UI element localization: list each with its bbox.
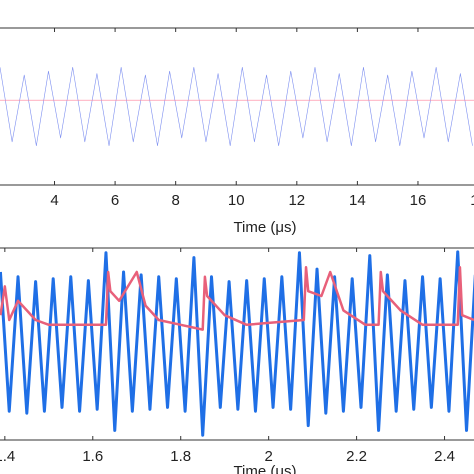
x-tick-label: 10	[228, 192, 245, 209]
x-tick-label: 8	[171, 192, 179, 209]
x-tick-label: 14	[349, 192, 366, 209]
series-line	[0, 250, 474, 437]
x-tick-label: 2	[264, 448, 272, 465]
x-tick-label: 1.4	[0, 448, 15, 465]
x-tick-label: 1.8	[170, 448, 191, 465]
axes-frame	[0, 27, 474, 186]
axes-frame	[0, 247, 474, 441]
plot-area	[0, 250, 474, 437]
x-tick-label: 4	[50, 192, 58, 209]
x-tick-label: 6	[111, 192, 119, 209]
x-tick-label: 18	[470, 192, 474, 209]
x-axis-label: Time (μs)	[233, 219, 296, 236]
series-line	[0, 66, 473, 147]
x-axis-label: Time (μs)	[233, 463, 296, 474]
x-tick-label: 2.4	[434, 448, 455, 465]
x-tick-label: 12	[288, 192, 305, 209]
x-tick-label: 2.2	[346, 448, 367, 465]
plot-area	[0, 66, 474, 147]
series-line	[0, 265, 474, 331]
x-tick-label: 16	[410, 192, 427, 209]
x-tick-label: 1.6	[82, 448, 103, 465]
